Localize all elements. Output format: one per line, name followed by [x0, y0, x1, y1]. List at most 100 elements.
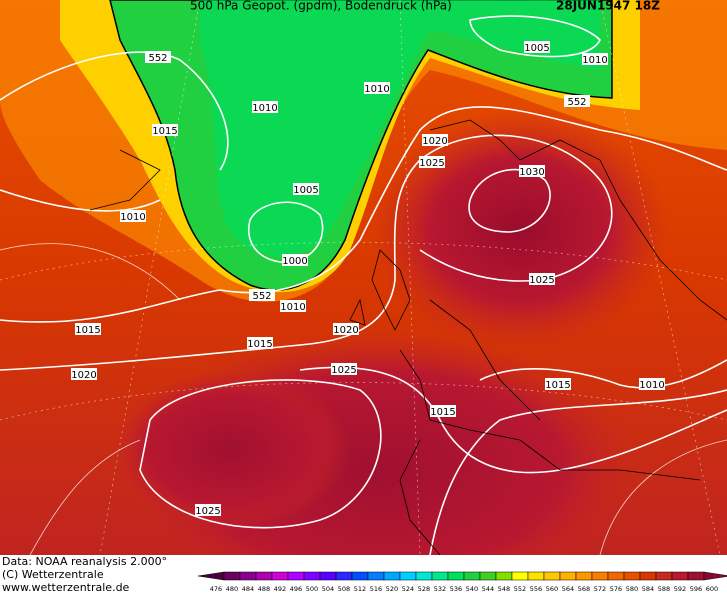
isobar-label: 1025 [331, 365, 356, 376]
isobar-label: 1015 [247, 339, 272, 350]
legend-swatch [271, 571, 289, 581]
legend-swatch [479, 571, 497, 581]
isobar-label-box [282, 254, 308, 266]
legend-swatch [367, 571, 385, 581]
legend-value: 596 [690, 585, 702, 593]
legend-swatch [383, 571, 401, 581]
legend-swatch [703, 571, 727, 581]
isobar-minor [0, 243, 727, 555]
isobar-label-box [280, 300, 306, 312]
isobar-label-box [364, 82, 390, 94]
isobar-label-box [430, 405, 456, 417]
legend-swatch [447, 571, 465, 581]
isobar [139, 379, 382, 529]
isobar-label: 1010 [252, 103, 277, 114]
isobar-label: 1010 [582, 55, 607, 66]
isobar-label: 1010 [639, 380, 664, 391]
legend-value: 568 [578, 585, 590, 593]
isobar-label: 1020 [333, 325, 358, 336]
legend-swatch [575, 571, 593, 581]
isobar-label-box [252, 101, 278, 113]
legend-swatch [431, 571, 449, 581]
legend-value: 532 [434, 585, 446, 593]
isobar-label-box [333, 323, 359, 335]
legend-value: 600 [706, 585, 718, 593]
isobar-label-box [529, 273, 555, 285]
isobar-label: 1005 [293, 185, 318, 196]
legend-swatch [415, 571, 433, 581]
isobar-label-box [195, 504, 221, 516]
legend-swatch [527, 571, 545, 581]
legend-value: 548 [498, 585, 510, 593]
legend-value: 572 [594, 585, 606, 593]
legend-value: 488 [258, 585, 270, 593]
isobar-label-box [247, 337, 273, 349]
isobar-label-box [152, 124, 178, 136]
isobar-label: 1015 [430, 407, 455, 418]
isobar-label-box [293, 183, 319, 195]
isobar-label-box [564, 95, 590, 107]
isobar-label: 1020 [422, 136, 447, 147]
isobar-label: 1025 [419, 158, 444, 169]
isobar-label-box [519, 165, 545, 177]
isobar-label: 1020 [71, 370, 96, 381]
legend-value: 512 [354, 585, 366, 593]
legend-value: 544 [482, 585, 494, 593]
isobar-label-box [75, 323, 101, 335]
footer-copyright: (C) Wetterzentrale [2, 568, 104, 581]
isobar-label: 552 [567, 97, 586, 108]
isobar [0, 189, 161, 212]
isobar [479, 359, 727, 389]
legend-swatch [687, 571, 705, 581]
legend-swatch [671, 571, 689, 581]
legend-value: 592 [674, 585, 686, 593]
isobar-label: 1010 [120, 212, 145, 223]
legend-swatch [623, 571, 641, 581]
legend-value: 496 [290, 585, 302, 593]
isobar [0, 106, 727, 323]
legend-value: 580 [626, 585, 638, 593]
isobar-label-box [331, 363, 357, 375]
legend-value: 564 [562, 585, 574, 593]
legend-swatch [463, 571, 481, 581]
legend-value: 560 [546, 585, 558, 593]
isobar-label-box [71, 368, 97, 380]
isobar-label-box [419, 156, 445, 168]
legend-swatch [655, 571, 673, 581]
legend-value: 492 [274, 585, 286, 593]
isobar-label-box [120, 210, 146, 222]
legend-value: 508 [338, 585, 350, 593]
isobar-label: 1005 [524, 43, 549, 54]
isobar-label: 1010 [280, 302, 305, 313]
map-date: 28JUN1947 18Z [556, 0, 660, 13]
legend-value: 500 [306, 585, 318, 593]
legend-swatch [239, 571, 257, 581]
high-west [110, 370, 350, 530]
legend-value: 516 [370, 585, 382, 593]
isobar-label: 1000 [282, 256, 307, 267]
coastlines [89, 119, 727, 555]
legend-swatch [319, 571, 337, 581]
isobars [0, 15, 727, 555]
legend-value: 556 [530, 585, 542, 593]
legend-value: 524 [402, 585, 414, 593]
isobar [0, 51, 229, 171]
legend-swatch [197, 571, 225, 581]
isobar-label-box [545, 378, 571, 390]
isobar-label-box [422, 134, 448, 146]
legend-swatch [399, 571, 417, 581]
legend-swatch [351, 571, 369, 581]
legend-value: 536 [450, 585, 462, 593]
isobar-label-box [639, 378, 665, 390]
isobar [468, 168, 551, 233]
isobar [429, 389, 727, 555]
legend-value: 576 [610, 585, 622, 593]
color-legend: 476 480 484 488 492 496 500 504 508 512 516 520 524 5… [197, 571, 727, 593]
legend-value: 520 [386, 585, 398, 593]
legend-value: 484 [242, 585, 254, 593]
legend-swatch [495, 571, 513, 581]
legend-value: 540 [466, 585, 478, 593]
footer-data: Data: NOAA reanalysis 2.000° [2, 555, 167, 568]
